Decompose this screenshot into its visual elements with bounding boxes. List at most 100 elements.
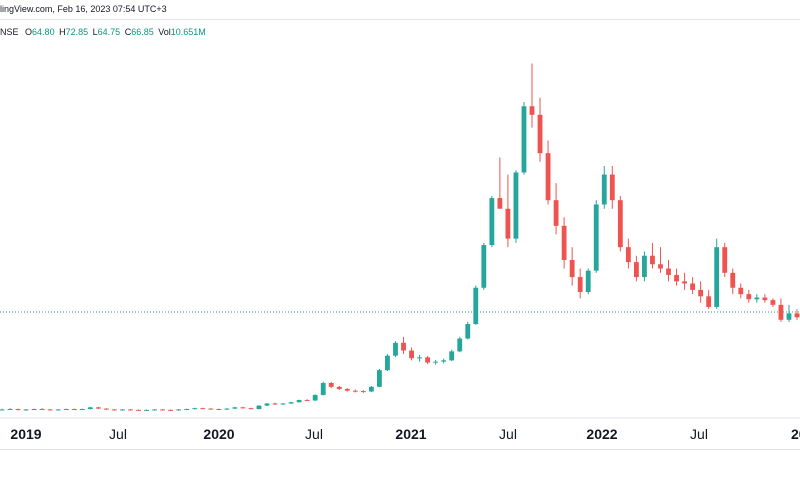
candle-body [609,174,615,201]
candle-body [770,300,776,305]
candle-body [722,247,728,273]
candle-body [457,338,463,352]
candle-body [232,407,238,409]
footer-divider [0,449,800,450]
candle-body [481,245,487,288]
candle-body [633,262,639,278]
x-tick-label: Jul [690,426,708,442]
candle-body [674,274,679,282]
candle-body [280,403,286,405]
candle-body [216,409,222,411]
candle-body [505,208,511,239]
low-value: 64.75 [97,27,121,37]
candle-body [706,296,712,307]
x-tick-label: Jul [305,426,323,442]
candle-body [152,409,157,411]
candle-body [577,277,583,293]
open-value: 64.80 [32,27,55,37]
volume-label: Vol [158,27,171,37]
candle-body [714,247,720,307]
candle-body [184,409,190,411]
candle-body [176,409,182,411]
candle-body [593,204,599,271]
high-label: H [59,27,66,37]
chart-footer-area [0,449,800,477]
candle-body [682,281,687,284]
candle-body [336,386,342,389]
candle-body [642,255,647,278]
candle-body [754,297,760,300]
candle-body [553,200,559,226]
candle-body [368,386,374,392]
candle-body [288,402,294,404]
candle-body [393,342,398,356]
candle-body [15,409,21,411]
candle-body [208,408,214,410]
candle-body [513,172,519,239]
candle-body [95,407,101,409]
high-value: 72.85 [65,27,89,37]
candle-body [529,106,535,115]
time-axis: 2019 Jul 2020 Jul 2021 Jul 2022 Jul 202 [10,426,800,442]
candle-body [545,153,551,201]
header-divider [0,19,800,20]
candle-body [537,114,543,154]
candle-body [23,409,29,411]
candle-body [7,409,13,411]
chart-watermark-header: lingView.com, Feb 16, 2023 07:54 UTC+3 [0,4,167,14]
candle-body [778,304,784,320]
candle-body [625,247,631,263]
x-tick-label: 2022 [586,426,617,442]
candle-body [264,403,270,406]
candle-body [112,409,117,411]
ohlc-legend: NSE O64.80 H72.85 L64.75 C66.85 Vol10.65… [0,27,208,37]
candle-body [497,198,503,209]
candle-body [569,259,575,278]
candle-body [409,350,414,359]
candle-body [425,357,431,363]
candle-body [55,409,61,411]
candle-body [103,408,109,410]
candle-body [248,408,254,410]
candle-body [762,297,768,301]
candle-body [344,388,350,391]
candle-body [120,409,125,411]
candle-body [320,382,326,395]
candle-body [79,409,85,411]
candle-body [401,342,406,351]
x-tick-label: Jul [109,426,127,442]
candle-body [160,409,166,411]
candle-body [794,313,800,318]
exchange-label: NSE [0,27,19,37]
candles-group [0,63,800,411]
candle-body [746,294,752,300]
candle-body [377,370,382,387]
candle-body [489,198,495,246]
candle-body [304,400,310,402]
candle-body [617,200,623,248]
candle-body [272,403,278,405]
candle-body [433,361,439,363]
candle-body [730,272,736,288]
close-value: 66.85 [131,27,154,37]
candle-body [296,400,302,403]
x-tick-label: 2020 [203,426,234,442]
candle-body [521,106,527,173]
low-label: L [92,27,98,37]
candle-body [585,270,591,293]
candle-body [417,357,422,359]
candle-body [698,289,704,297]
candle-body [650,255,655,265]
candle-body [385,355,390,371]
x-tick-label: 2019 [10,426,41,442]
candle-body [47,409,53,411]
candle-body [200,408,206,410]
volume-value: 10.651M [170,27,206,37]
candle-body [561,225,567,260]
candle-body [465,324,471,339]
candle-body [666,268,671,275]
x-tick-label: 202 [791,426,800,442]
candle-body [312,394,318,401]
candle-body [328,382,334,387]
